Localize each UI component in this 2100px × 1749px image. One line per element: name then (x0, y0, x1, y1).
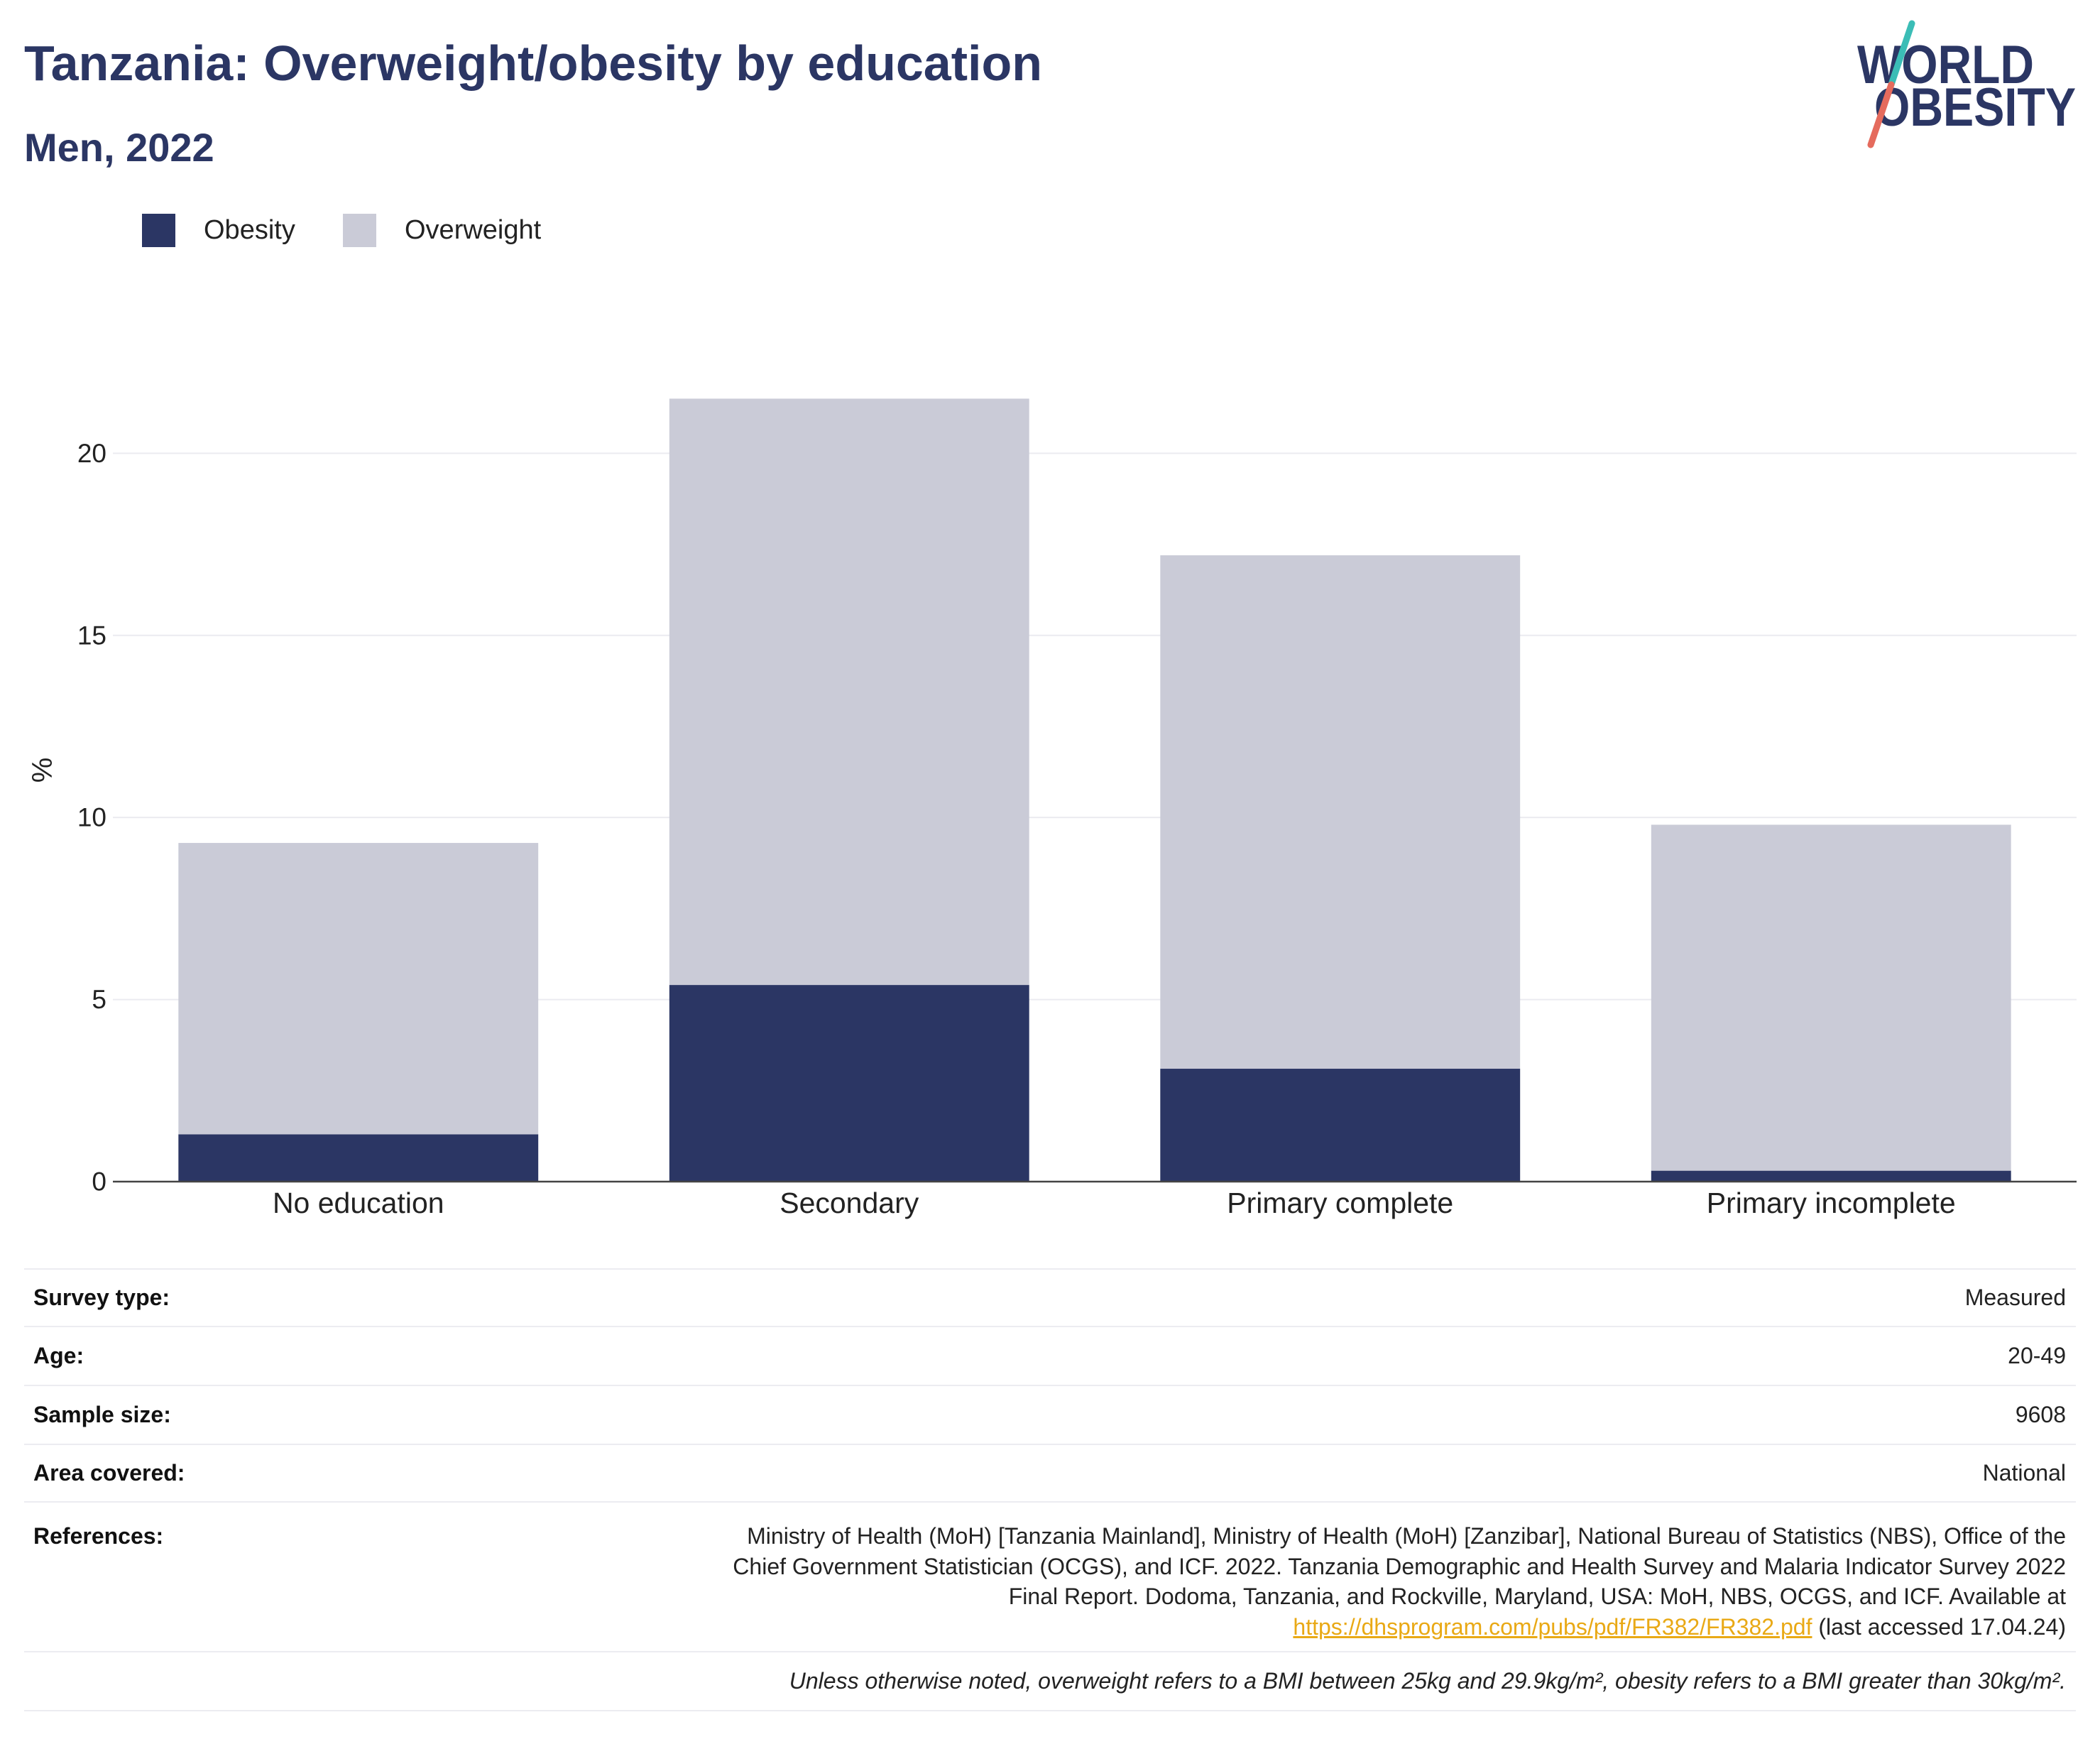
x-tick-label: No education (273, 1187, 444, 1219)
y-tick-label: 5 (92, 985, 106, 1014)
detail-label: Sample size: (33, 1402, 171, 1427)
logo-text-world: WORLD (1857, 35, 2034, 95)
detail-value: National (1982, 1460, 2066, 1486)
y-axis-label: % (27, 758, 58, 783)
chart-subtitle: Men, 2022 (24, 125, 214, 170)
legend-label-obesity: Obesity (204, 215, 295, 245)
y-tick-label: 20 (77, 439, 106, 468)
y-tick-label: 15 (77, 621, 106, 650)
x-tick-label: Secondary (780, 1187, 919, 1219)
detail-row-survey-type: Survey type: Measured (24, 1270, 2076, 1327)
y-tick-label: 0 (92, 1167, 106, 1197)
logo-text-obesity: OBESITY (1874, 77, 2076, 138)
detail-label: Age: (33, 1343, 84, 1368)
reference-line-link: https://dhsprogram.com/pubs/pdf/FR382/FR… (733, 1612, 2066, 1642)
logo-slash-top (1888, 20, 1915, 88)
logo-slash-bottom (1867, 81, 1895, 148)
detail-label: Survey type: (33, 1285, 170, 1310)
detail-row-sample-size: Sample size: 9608 (24, 1386, 2076, 1445)
reference-line: Chief Government Statistician (OCGS), an… (733, 1553, 2066, 1579)
bar-obesity-primary-incomplete (1651, 1170, 2011, 1182)
reference-line: Final Report. Dodoma, Tanzania, and Rock… (1008, 1584, 2066, 1609)
reference-link[interactable]: https://dhsprogram.com/pubs/pdf/FR382/FR… (1293, 1613, 1812, 1640)
detail-row-age: Age: 20-49 (24, 1327, 2076, 1386)
bar-overweight-secondary (669, 398, 1029, 986)
legend-label-overweight: Overweight (405, 215, 542, 245)
references-text: Ministry of Health (MoH) [Tanzania Mainl… (733, 1521, 2066, 1642)
detail-label: Area covered: (33, 1460, 185, 1486)
reference-accessed-note: (last accessed 17.04.24) (1812, 1613, 2066, 1640)
legend-swatch-overweight (343, 214, 376, 247)
bar-overweight-primary-incomplete (1651, 824, 2011, 1171)
footnote-text: Unless otherwise noted, overweight refer… (789, 1668, 2066, 1694)
survey-details-table: Survey type: Measured Age: 20-49 Sample … (24, 1268, 2076, 1711)
legend-item-obesity[interactable]: Obesity (142, 214, 295, 247)
footnote-row: Unless otherwise noted, overweight refer… (24, 1652, 2076, 1711)
bar-obesity-no-education (178, 1134, 539, 1182)
detail-value: 9608 (2015, 1402, 2066, 1427)
bar-overweight-no-education (178, 843, 539, 1135)
detail-value: 20-49 (2008, 1343, 2066, 1368)
legend-swatch-obesity (142, 214, 175, 247)
legend-item-overweight[interactable]: Overweight (343, 214, 541, 247)
chart-title: Tanzania: Overweight/obesity by educatio… (24, 36, 1042, 91)
detail-value: Measured (1964, 1285, 2066, 1310)
detail-row-references: References: Ministry of Health (MoH) [Ta… (24, 1503, 2076, 1652)
detail-row-area-covered: Area covered: National (24, 1445, 2076, 1503)
y-tick-label: 10 (77, 803, 106, 832)
x-tick-label: Primary complete (1227, 1187, 1453, 1219)
world-obesity-logo: WORLD OBESITY (1857, 20, 2076, 148)
references-label: References: (33, 1523, 164, 1549)
x-tick-label: Primary incomplete (1707, 1187, 1956, 1219)
stacked-bar-chart: 0 5 10 15 20 No education Secondary Primary com… (27, 398, 2077, 1219)
bar-overweight-primary-complete (1160, 555, 1521, 1069)
bar-obesity-secondary (669, 985, 1029, 1182)
reference-line: Ministry of Health (MoH) [Tanzania Mainl… (747, 1523, 2066, 1549)
bar-obesity-primary-complete (1160, 1069, 1521, 1182)
